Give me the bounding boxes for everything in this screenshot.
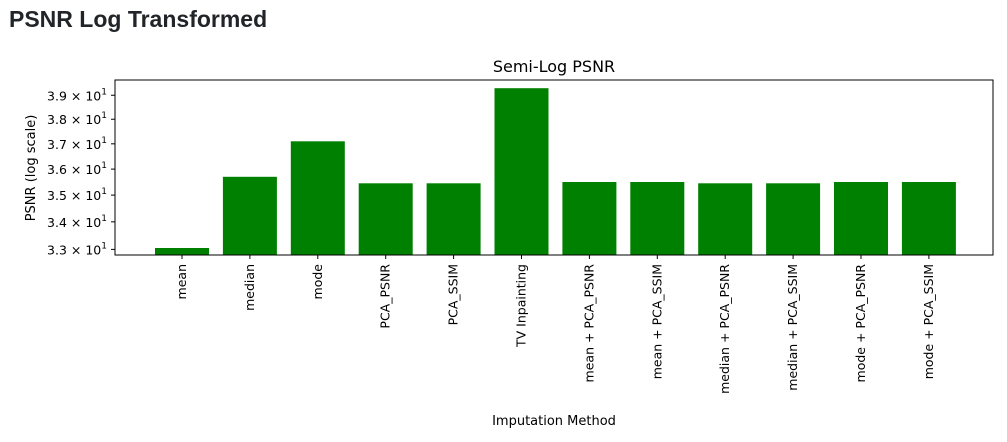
y-tick-label: 3.4 × 101: [47, 214, 107, 230]
x-tick-label: mean + PCA_PSNR: [581, 264, 596, 383]
y-tick-label: 3.7 × 101: [47, 136, 107, 152]
plot-area-frame: [114, 79, 994, 256]
bar-0: [155, 248, 209, 255]
bar-7: [630, 182, 685, 255]
x-tick-label: median + PCA_SSIM: [785, 264, 800, 391]
bar-11: [901, 182, 956, 255]
chart-title: Semi-Log PSNR: [493, 57, 615, 76]
x-tick-label: mode: [310, 264, 325, 300]
bar-8: [698, 183, 753, 255]
bars-group: [155, 88, 956, 255]
bar-10: [834, 182, 888, 255]
x-tick-label: median + PCA_PSNR: [717, 264, 732, 394]
bar-1: [222, 176, 277, 255]
x-tick-label: median: [242, 264, 257, 311]
y-tick-label: 3.9 × 101: [47, 87, 107, 103]
y-axis: 3.3 × 101 3.4 × 101 3.5 × 101 3.6 × 101 3.7 …: [47, 87, 115, 257]
x-tick-label: mean: [174, 264, 189, 299]
x-tick-label: mode + PCA_PSNR: [853, 264, 868, 383]
page-title: PSNR Log Transformed: [9, 6, 268, 32]
bar-4: [426, 183, 481, 255]
x-tick-label: mode + PCA_SSIM: [921, 264, 936, 379]
bar-9: [766, 183, 821, 255]
bar-6: [562, 182, 617, 255]
y-tick-label: 3.5 × 101: [47, 187, 107, 203]
bar-3: [358, 183, 413, 255]
y-tick-label: 3.8 × 101: [47, 111, 107, 127]
x-tick-label: TV Inpainting: [514, 264, 529, 348]
x-axis-title: Imputation Method: [492, 414, 616, 429]
x-tick-label: mean + PCA_SSIM: [649, 264, 664, 379]
x-tick-label: PCA_PSNR: [378, 264, 393, 329]
y-tick-label: 3.3 × 101: [47, 241, 107, 257]
y-axis-title: PSNR (log scale): [24, 115, 39, 222]
bar-5: [494, 88, 549, 255]
x-axis: mean median mode PCA_PSNR PCA_SSIM TV Inpaint…: [174, 255, 936, 394]
y-tick-label: 3.6 × 101: [47, 161, 107, 177]
bar-2: [290, 141, 345, 255]
x-tick-label: PCA_SSIM: [446, 264, 461, 325]
